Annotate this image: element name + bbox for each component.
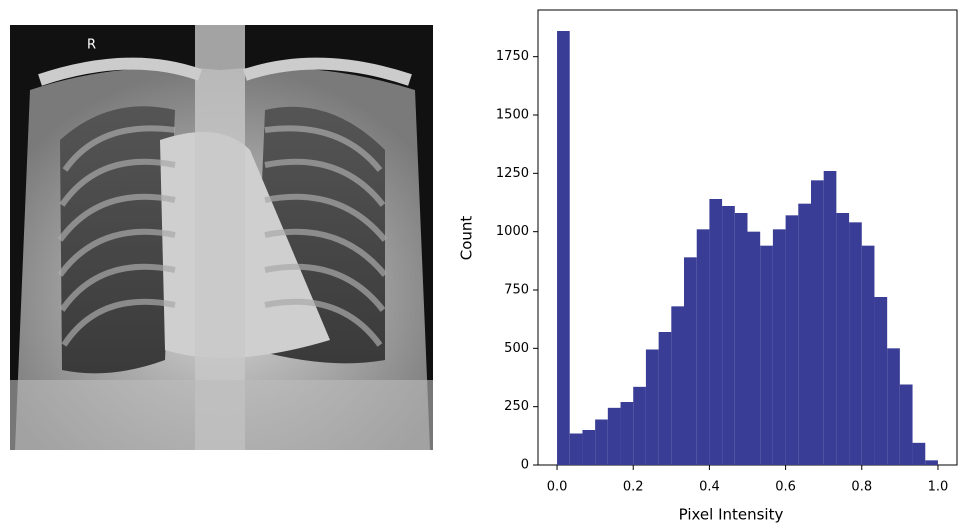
bar <box>899 384 913 465</box>
x-tick-label: 0.2 <box>623 480 644 495</box>
y-tick-label: 0 <box>521 458 529 473</box>
xray-image: R <box>10 25 433 450</box>
bar <box>925 460 938 465</box>
bar <box>874 297 888 465</box>
y-axis-label: Count <box>458 216 476 261</box>
bar <box>658 332 672 465</box>
bar <box>595 419 608 465</box>
bar <box>607 407 621 465</box>
x-tick-label: 0.0 <box>547 480 568 495</box>
image-marker: R <box>87 38 96 53</box>
x-tick-label: 0.6 <box>775 480 796 495</box>
bar <box>709 199 723 465</box>
bar <box>887 348 900 465</box>
bar <box>772 229 786 465</box>
bar <box>861 245 875 465</box>
bar <box>557 31 570 465</box>
x-axis-label: Pixel Intensity <box>679 506 784 524</box>
y-tick-label: 250 <box>504 399 529 414</box>
bar <box>912 442 926 465</box>
bar <box>696 229 710 465</box>
bar <box>798 203 811 465</box>
bar <box>810 180 824 466</box>
bar <box>760 245 773 465</box>
bar <box>620 402 634 465</box>
y-tick-label: 500 <box>504 341 529 356</box>
bar <box>836 213 850 465</box>
bar <box>785 215 799 465</box>
bar <box>849 222 862 465</box>
bar <box>747 231 761 465</box>
y-tick-label: 750 <box>504 283 529 298</box>
y-tick-label: 1000 <box>496 224 529 239</box>
bar <box>582 430 596 465</box>
y-tick-label: 1500 <box>496 108 529 123</box>
y-tick-label: 1250 <box>496 166 529 181</box>
bar <box>734 213 748 465</box>
x-tick-label: 1.0 <box>928 480 949 495</box>
bar <box>823 171 837 465</box>
x-tick-label: 0.8 <box>851 480 872 495</box>
bar <box>633 386 646 465</box>
bar <box>684 257 697 465</box>
bar <box>645 349 659 465</box>
y-tick-label: 1750 <box>496 49 529 64</box>
x-tick-label: 0.4 <box>699 480 720 495</box>
bar <box>569 433 583 465</box>
bar <box>722 206 735 465</box>
bar <box>671 306 685 465</box>
